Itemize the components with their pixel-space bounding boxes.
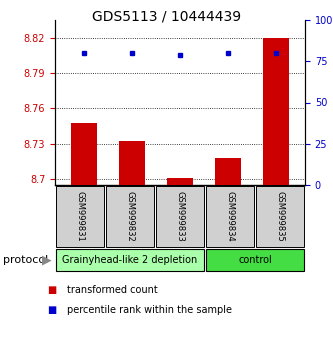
Bar	[71, 122, 97, 185]
Text: GSM999831: GSM999831	[76, 191, 85, 242]
Bar	[119, 141, 145, 185]
Bar	[167, 178, 193, 185]
Text: ▶: ▶	[42, 253, 52, 267]
Text: GSM999835: GSM999835	[275, 191, 284, 242]
Bar	[215, 158, 241, 185]
Text: ■: ■	[47, 305, 56, 315]
Text: percentile rank within the sample: percentile rank within the sample	[67, 305, 231, 315]
Text: control: control	[238, 255, 272, 265]
Text: ■: ■	[47, 285, 56, 295]
Text: GDS5113 / 10444439: GDS5113 / 10444439	[92, 10, 241, 24]
Bar	[263, 38, 289, 185]
Text: protocol: protocol	[3, 255, 49, 265]
Text: GSM999834: GSM999834	[225, 191, 234, 242]
Text: GSM999833: GSM999833	[175, 191, 184, 242]
Text: Grainyhead-like 2 depletion: Grainyhead-like 2 depletion	[62, 255, 197, 265]
Text: GSM999832: GSM999832	[126, 191, 135, 242]
Text: transformed count: transformed count	[67, 285, 158, 295]
